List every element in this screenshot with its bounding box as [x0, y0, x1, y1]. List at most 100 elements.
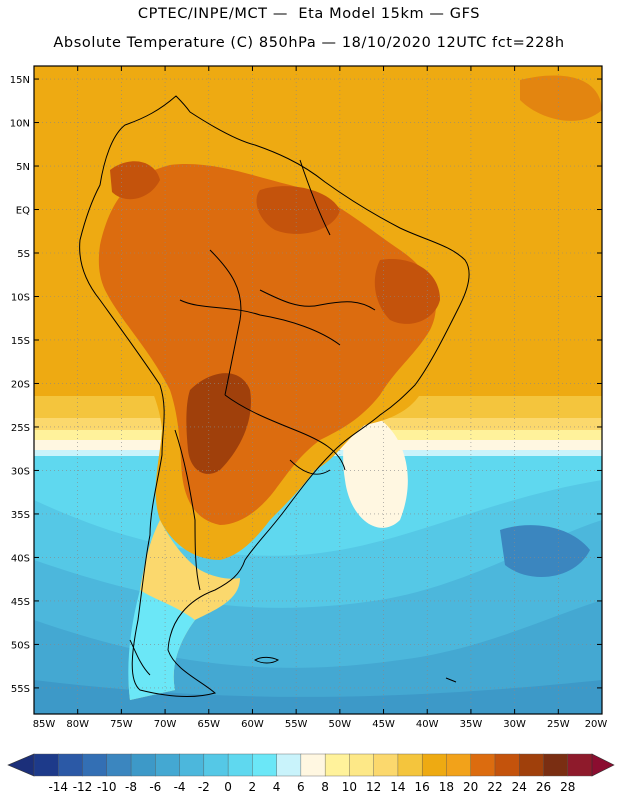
colorbar-box [470, 753, 496, 777]
lon-label: 75W [110, 719, 133, 730]
lon-label: 50W [329, 719, 352, 730]
lon-label: 25W [547, 719, 570, 730]
lat-label: 10N [10, 119, 30, 130]
colorbar-box [494, 753, 520, 777]
colorbar-box [276, 753, 302, 777]
falklands [253, 656, 279, 664]
colorbar-box [82, 753, 108, 777]
colorbar-label: 0 [224, 780, 232, 794]
lat-label: 40S [11, 553, 30, 564]
colorbar-box [446, 753, 472, 777]
land-hot-core [98, 164, 436, 526]
lat-label: 55S [11, 684, 30, 695]
colorbar-label: 10 [342, 780, 357, 794]
south-america-outline [79, 95, 470, 697]
colorbar-under-arrow [7, 753, 35, 777]
lon-label: 80W [66, 719, 89, 730]
colorbar: -14 -12 -10 -8 -6 -4 -2 0 2 4 6 8 10 12 14 16 18 20 22 24 26… [7, 753, 615, 794]
longitude-labels: 85W 80W 75W 70W 65W 60W 55W 50W 45W 40W 35W 30W 25W 2… [33, 719, 608, 730]
lon-label: 70W [154, 719, 177, 730]
axis-ticks [33, 66, 603, 714]
colorbar-box [130, 753, 156, 777]
colorbar-box [373, 753, 399, 777]
colorbar-label: 26 [536, 780, 551, 794]
lat-label: 5S [17, 249, 30, 260]
border-4 [299, 159, 331, 236]
lat-label: 25S [11, 423, 30, 434]
lon-label: 40W [416, 719, 439, 730]
colorbar-label: 6 [297, 780, 305, 794]
chile-fjords [129, 639, 151, 676]
colorbar-box [543, 753, 569, 777]
lat-label: 30S [11, 466, 30, 477]
colorbar-box [58, 753, 84, 777]
title-line-2: Absolute Temperature (C) 850hPa — 18/10/… [53, 35, 565, 51]
lon-label: 30W [503, 719, 526, 730]
lon-label: 85W [33, 719, 56, 730]
lat-label: EQ [16, 206, 30, 217]
colorbar-label: 24 [512, 780, 527, 794]
colorbar-label: -14 [48, 780, 68, 794]
colorbar-box [519, 753, 544, 777]
lat-label: 15S [11, 336, 30, 347]
band-minus6 [34, 680, 602, 714]
colorbar-over-arrow [591, 753, 615, 777]
colorbar-labels: -14 -12 -10 -8 -6 -4 -2 0 2 4 6 8 10 12 14 16 18 20 22 24 26… [48, 780, 575, 794]
lon-label: 20W [585, 719, 608, 730]
colorbar-box [179, 753, 205, 777]
lat-label: 15N [10, 75, 30, 86]
lon-label: 65W [197, 719, 220, 730]
colorbar-label: 12 [366, 780, 381, 794]
border-andes [174, 429, 201, 591]
border-uruguay [289, 459, 331, 475]
colorbar-box [203, 753, 229, 777]
colorbar-box [421, 753, 447, 777]
lon-label: 55W [285, 719, 308, 730]
lat-label: 5N [16, 162, 30, 173]
colorbar-label: -8 [125, 780, 137, 794]
land-hot-ne [374, 259, 440, 324]
lon-label: 35W [460, 719, 483, 730]
border-3 [259, 289, 376, 311]
colorbar-label: 4 [273, 780, 281, 794]
south-georgia [445, 677, 457, 683]
colorbar-label: 28 [560, 780, 575, 794]
latitude-labels: 15N 10N 5N EQ 5S 10S 15S 20S 25S 30S 35S 40S 45S 50S 5… [10, 75, 30, 695]
colorbar-box [33, 753, 59, 777]
map-frame [33, 65, 603, 715]
lat-label: 45S [11, 597, 30, 608]
colorbar-box [324, 753, 350, 777]
colorbar-box [106, 753, 132, 777]
colorbar-box [227, 753, 253, 777]
lat-label: 35S [11, 510, 30, 521]
colorbar-label: -12 [73, 780, 93, 794]
colorbar-label: 18 [439, 780, 454, 794]
colorbar-label: -6 [149, 780, 161, 794]
lon-label: 60W [241, 719, 264, 730]
title-line-1: CPTEC/INPE/MCT — Eta Model 15km — GFS [137, 6, 481, 22]
border-5 [224, 394, 346, 471]
grid-lines [33, 66, 603, 714]
lat-label: 50S [11, 640, 30, 651]
colorbar-box [300, 753, 326, 777]
land-hot-amazon [256, 186, 340, 234]
colorbar-label: 16 [415, 780, 430, 794]
lat-label: 10S [11, 292, 30, 303]
warm-patch-ne [520, 75, 602, 121]
land-hot-nw [110, 161, 160, 200]
lat-label: 20S [11, 379, 30, 390]
coastline [79, 95, 470, 697]
colorbar-label: 22 [487, 780, 502, 794]
temperature-field [34, 66, 602, 714]
colorbar-box [397, 753, 423, 777]
colorbar-label: 14 [390, 780, 405, 794]
colorbar-label: -2 [198, 780, 210, 794]
border-1 [179, 299, 341, 346]
colorbar-box [252, 753, 278, 777]
colorbar-label: -10 [97, 780, 117, 794]
lon-label: 45W [372, 719, 395, 730]
border-2 [209, 249, 242, 396]
land-hottest-core [186, 373, 251, 474]
colorbar-label: 2 [249, 780, 257, 794]
